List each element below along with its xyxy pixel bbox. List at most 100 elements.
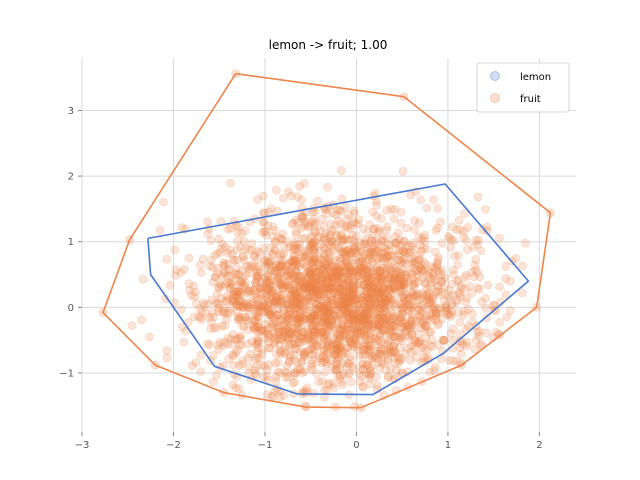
fruit-point (412, 291, 421, 301)
fruit-point (263, 304, 273, 314)
fruit-point (213, 263, 223, 273)
fruit-point (286, 291, 296, 301)
fruit-point (274, 327, 284, 336)
fruit-point (339, 304, 348, 313)
fruit-point (336, 219, 345, 229)
fruit-point (315, 351, 325, 361)
fruit-point (223, 248, 233, 258)
fruit-point (228, 380, 238, 389)
fruit-point (369, 224, 379, 234)
fruit-point (444, 291, 454, 300)
fruit-point (318, 344, 328, 353)
fruit-point (402, 223, 412, 233)
fruit-point (501, 262, 511, 271)
fruit-point (357, 256, 367, 265)
fruit-point (340, 330, 350, 339)
fruit-point (356, 247, 366, 257)
fruit-point (473, 268, 482, 277)
fruit-point (259, 306, 269, 316)
fruit-point (239, 282, 248, 291)
fruit-point (327, 295, 337, 305)
fruit-point (362, 314, 372, 324)
fruit-point (336, 342, 346, 352)
fruit-point (342, 295, 351, 304)
fruit-point (455, 317, 465, 327)
fruit-point (299, 328, 309, 337)
fruit-point (283, 309, 293, 319)
fruit-point (312, 304, 322, 314)
fruit-point (394, 276, 403, 286)
fruit-point (351, 294, 361, 303)
fruit-point (418, 244, 428, 253)
fruit-point (454, 288, 464, 298)
fruit-point (346, 341, 356, 350)
fruit-point (481, 205, 490, 214)
fruit-point (379, 329, 389, 338)
fruit-point (341, 293, 351, 303)
fruit-point (408, 288, 418, 298)
fruit-point (268, 288, 278, 298)
fruit-point (375, 330, 385, 340)
fruit-point (377, 276, 386, 285)
fruit-point (431, 315, 441, 325)
fruit-point (379, 318, 388, 328)
fruit-point (417, 307, 427, 316)
fruit-point (220, 267, 229, 277)
fruit-point (380, 243, 390, 253)
fruit-point (239, 300, 248, 310)
fruit-point (298, 305, 308, 315)
fruit-point (389, 295, 399, 305)
fruit-point (387, 326, 397, 336)
fruit-point (358, 365, 368, 374)
fruit-point (420, 324, 430, 334)
fruit-point (222, 291, 231, 301)
fruit-point (416, 294, 426, 304)
fruit-point (252, 272, 261, 281)
fruit-point (448, 290, 458, 300)
fruit-point (388, 341, 398, 351)
fruit-point (295, 280, 305, 290)
fruit-point (300, 387, 309, 397)
fruit-point (289, 251, 299, 260)
fruit-point (367, 362, 376, 371)
fruit-point (395, 354, 404, 364)
fruit-point (264, 343, 274, 353)
fruit-point (364, 345, 374, 355)
fruit-point (176, 268, 186, 277)
fruit-point (349, 209, 359, 218)
fruit-point (481, 303, 491, 313)
fruit-point (261, 284, 271, 294)
fruit-point (330, 255, 339, 265)
fruit-point (319, 332, 329, 342)
fruit-point (283, 304, 293, 313)
fruit-point (391, 366, 401, 376)
fruit-point (388, 308, 398, 318)
fruit-point (219, 307, 228, 317)
fruit-point (384, 284, 394, 294)
fruit-point (389, 313, 399, 322)
data-points (98, 69, 555, 413)
fruit-point (367, 293, 377, 302)
fruit-point (433, 256, 443, 265)
fruit-point (342, 281, 351, 290)
fruit-point (307, 313, 317, 323)
fruit-point (264, 271, 274, 281)
fruit-point (358, 224, 368, 233)
fruit-point (333, 262, 342, 272)
fruit-point (410, 225, 419, 234)
fruit-point (234, 361, 244, 370)
fruit-point (234, 269, 244, 279)
fruit-point (356, 329, 366, 339)
fruit-point (342, 289, 352, 299)
fruit-point (333, 291, 343, 300)
fruit-point (308, 261, 318, 270)
fruit-point (291, 265, 301, 274)
fruit-point (303, 327, 313, 337)
fruit-point (365, 320, 375, 329)
fruit-point (338, 358, 348, 368)
fruit-point (365, 301, 375, 310)
fruit-point (224, 225, 233, 234)
fruit-point (237, 229, 246, 238)
fruit-point (356, 313, 366, 323)
fruit-point (275, 315, 285, 325)
